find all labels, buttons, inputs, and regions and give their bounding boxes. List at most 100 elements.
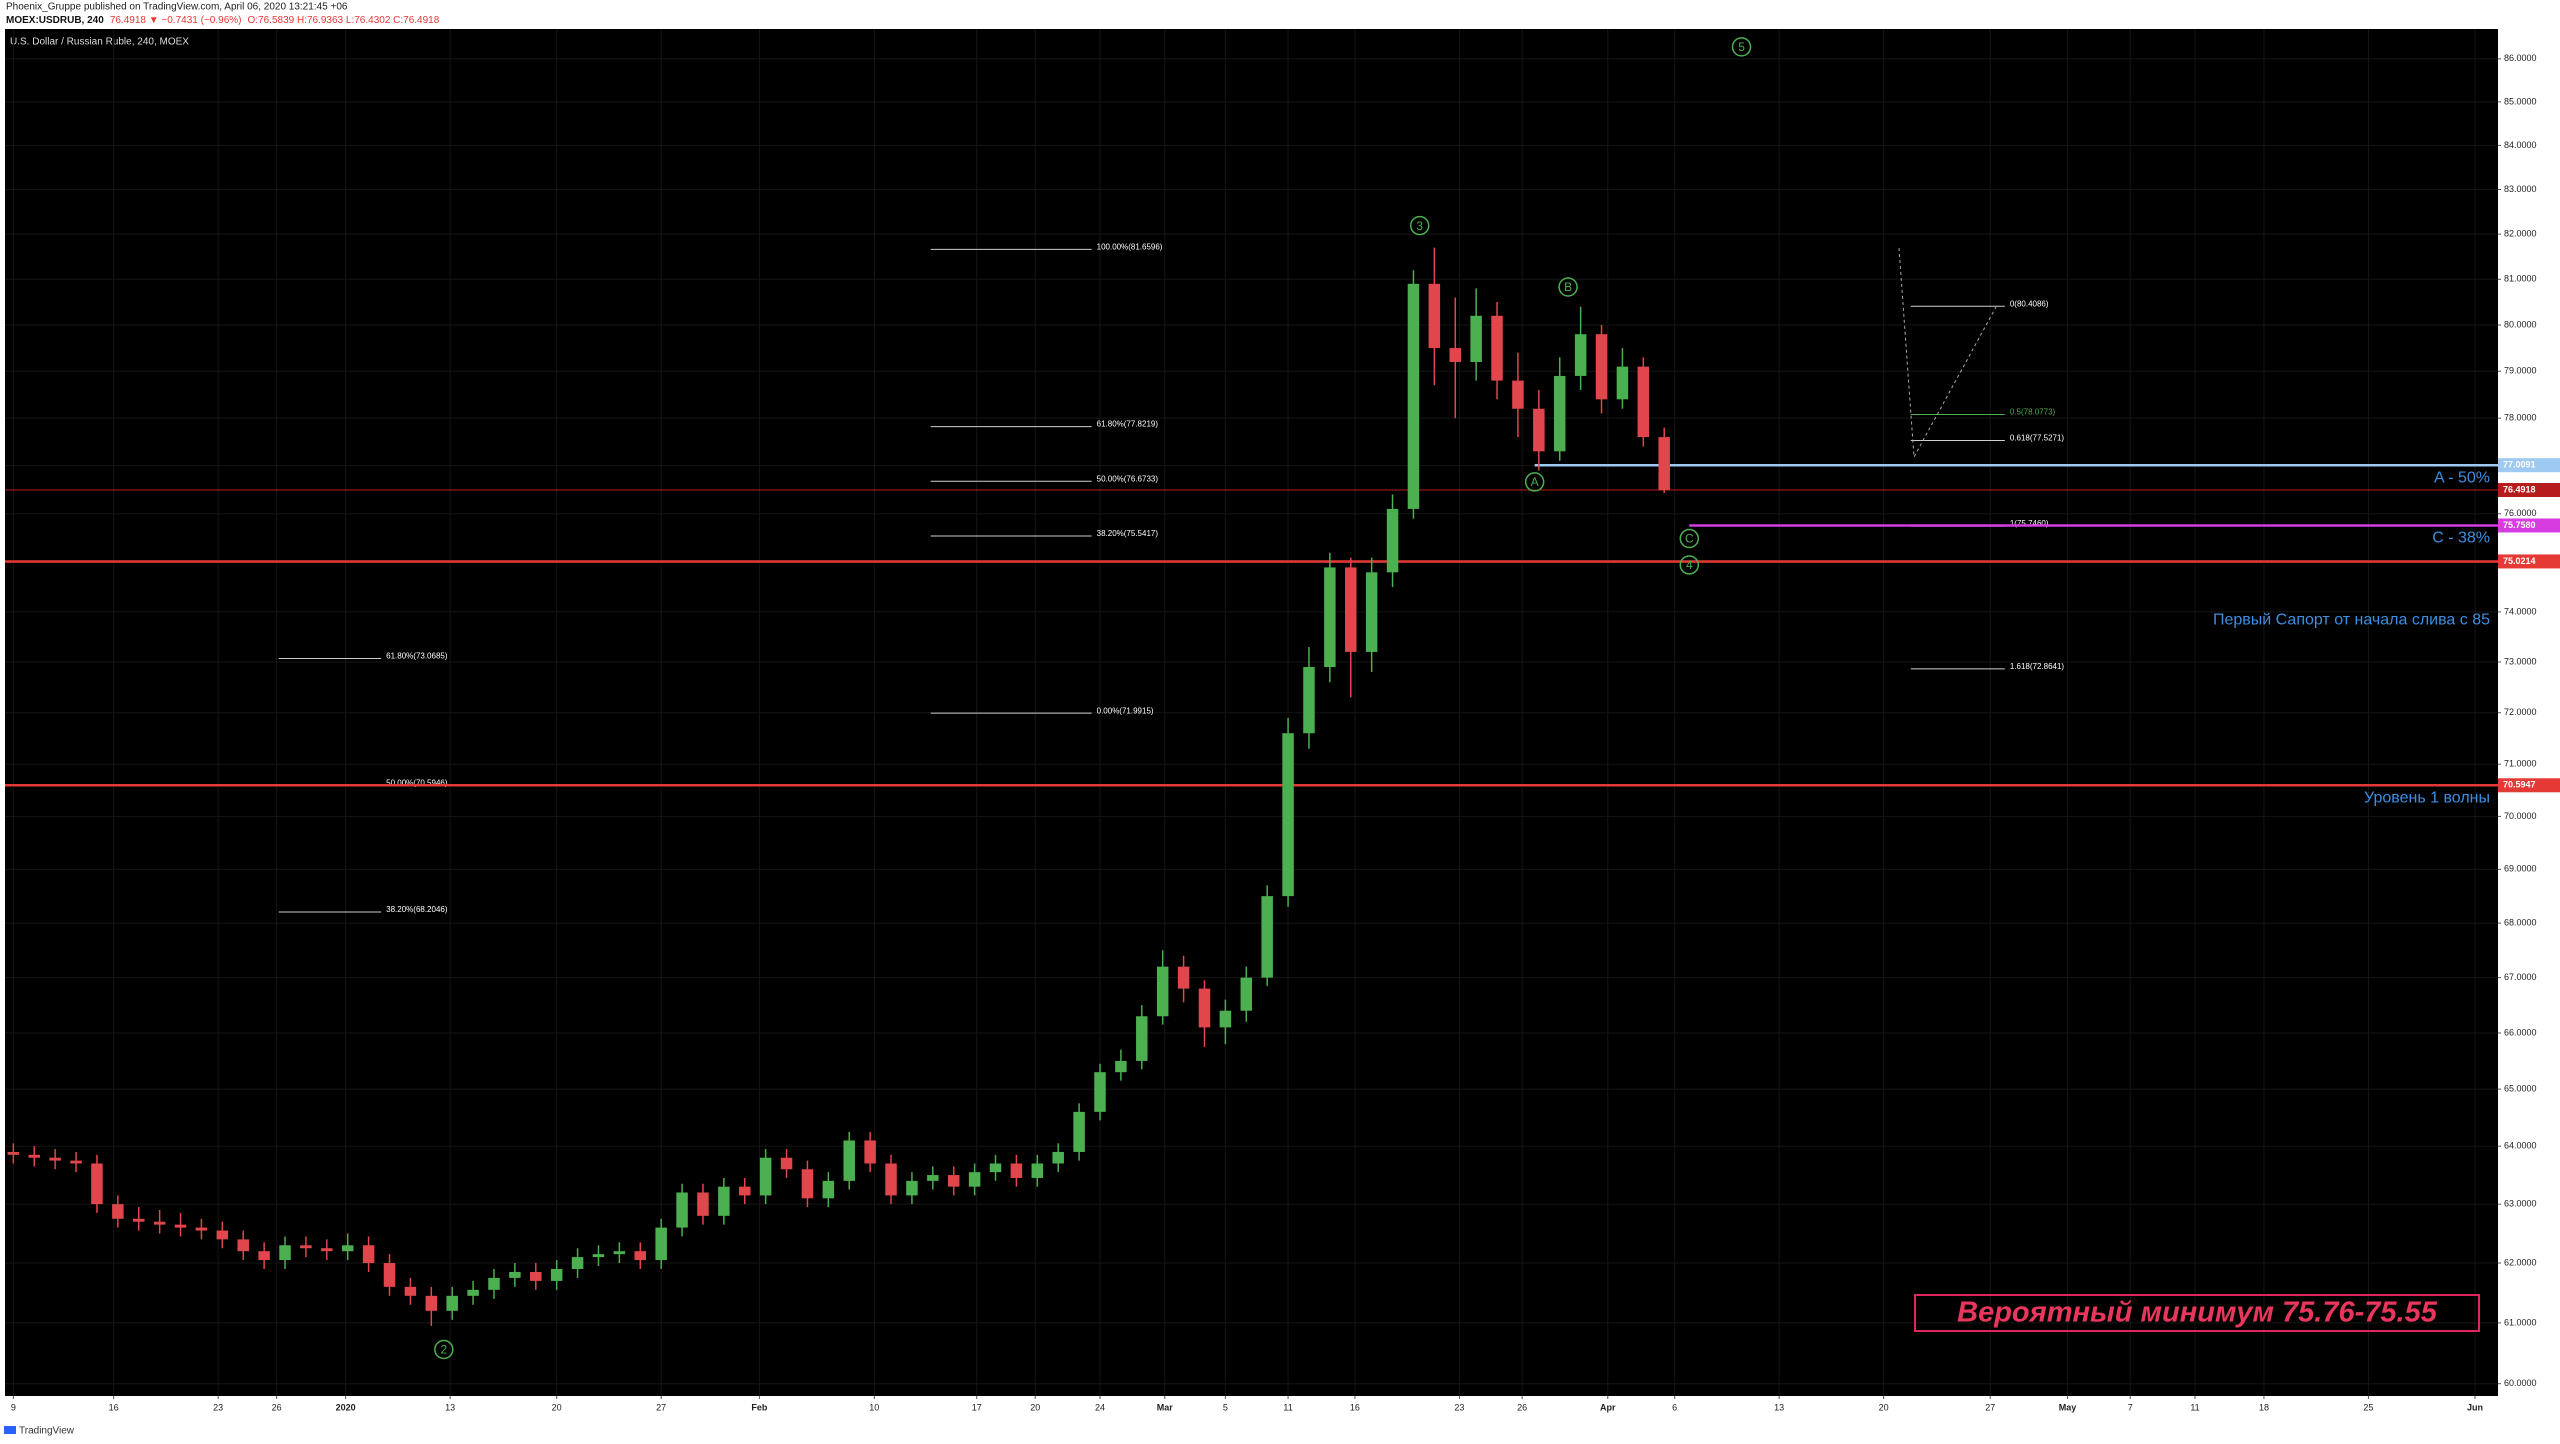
candle-body: [676, 1192, 688, 1228]
candle-body: [174, 1224, 187, 1228]
candle-body: [49, 1157, 61, 1161]
candle-body: [550, 1268, 563, 1281]
wave-label: A: [1531, 475, 1539, 489]
fib-label: 38.20%(75.5417): [1097, 529, 1159, 538]
x-tick-label: 10: [869, 1402, 879, 1412]
candle-body: [968, 1172, 981, 1187]
candle-body: [1533, 408, 1545, 452]
x-tick-label: 26: [1517, 1402, 1527, 1412]
level-text: A - 50%: [2434, 469, 2490, 486]
wave-circle: [1409, 215, 1430, 236]
candle-body: [279, 1245, 291, 1261]
y-tick-label: 64.0000: [2504, 1141, 2537, 1151]
annotation: Вероятный минимум 75.76-75.55: [1957, 1297, 2438, 1329]
x-tick-label: 11: [2190, 1402, 2199, 1412]
candle-body: [321, 1248, 333, 1252]
candle-body: [1031, 1163, 1044, 1178]
level-text: C - 38%: [2432, 530, 2490, 547]
x-tick-label: 23: [1454, 1402, 1464, 1412]
candle-body: [634, 1251, 647, 1261]
candle-body: [509, 1271, 521, 1278]
x-tick-label: 20: [1879, 1402, 1889, 1412]
fib-label: 61.80%(77.8219): [1097, 420, 1159, 429]
x-tick-label: Jun: [2467, 1402, 2483, 1412]
candle-body: [697, 1192, 709, 1216]
candle-body: [843, 1140, 855, 1181]
wave-label: C: [1685, 532, 1694, 546]
y-tick-label: 70.0000: [2504, 811, 2537, 821]
candle-body: [1198, 988, 1211, 1028]
y-tick-label: 85.0000: [2504, 96, 2537, 106]
fib-label: 0.5(78.0773): [2010, 408, 2056, 417]
wave-circle: [1558, 277, 1578, 297]
y-tick-label: 67.0000: [2504, 972, 2537, 982]
price-label-box: [2498, 458, 2560, 473]
candle-body: [1512, 380, 1524, 409]
x-tick-label: 13: [445, 1402, 455, 1412]
y-tick-label: 72.0000: [2504, 707, 2537, 717]
candle-body: [91, 1163, 103, 1205]
candle-body: [1156, 966, 1169, 1017]
x-tick-label: 20: [552, 1402, 562, 1412]
candle-body: [112, 1204, 124, 1219]
x-tick-label: 16: [109, 1402, 119, 1412]
y-tick-label: 61.0000: [2504, 1317, 2537, 1327]
candle-body: [153, 1221, 166, 1225]
wave-circle: [1731, 37, 1752, 57]
fib-label: 0.00%(71.9915): [1097, 706, 1154, 715]
candle-body: [425, 1295, 438, 1311]
y-tick-label: 73.0000: [2504, 656, 2537, 666]
candle-body: [1365, 572, 1378, 652]
candle-body: [467, 1289, 479, 1296]
y-tick-label: 84.0000: [2504, 140, 2537, 150]
x-tick-label: 27: [656, 1402, 666, 1412]
wave-label: 4: [1686, 558, 1693, 572]
x-tick-label: 27: [1985, 1402, 1995, 1412]
candle-body: [1094, 1072, 1106, 1112]
y-tick-label: 66.0000: [2504, 1027, 2537, 1037]
candle-body: [446, 1295, 458, 1311]
candle-body: [195, 1227, 208, 1231]
x-tick-label: 25: [2363, 1402, 2373, 1412]
y-tick-label: 81.0000: [2504, 274, 2537, 284]
annotation-box: [1914, 1294, 2480, 1332]
x-tick-label: 5: [1223, 1402, 1228, 1412]
wave-circle: [434, 1339, 454, 1360]
x-tick-label: 11: [1283, 1402, 1292, 1412]
x-tick-label: 17: [972, 1402, 982, 1412]
ohlc: O:76.5839 H:76.9363 L:76.4302 C:76.4918: [247, 15, 439, 26]
candle-body: [341, 1245, 354, 1252]
candle-body: [1616, 366, 1629, 400]
wave-circle: [1524, 472, 1545, 492]
y-tick-label: 79.0000: [2504, 366, 2537, 376]
candle-body: [1261, 896, 1273, 978]
candle-body: [989, 1163, 1002, 1173]
wave-circle: [1679, 555, 1700, 575]
y-tick-label: 86.0000: [2504, 53, 2537, 63]
price-label-box: [2498, 554, 2560, 569]
candle-body: [1010, 1163, 1023, 1178]
publisher: Phoenix_Gruppe published on TradingView.…: [6, 2, 348, 13]
candle-body: [1491, 315, 1503, 381]
price-label-box: [2498, 778, 2560, 793]
candle-body: [28, 1154, 41, 1158]
candle-body: [1282, 733, 1294, 897]
candle-body: [864, 1140, 876, 1164]
candle-body: [571, 1257, 584, 1269]
candle-body: [258, 1251, 270, 1261]
candle-body: [1470, 315, 1482, 362]
y-tick-label: 82.0000: [2504, 228, 2537, 238]
footer-logo: [4, 1426, 16, 1434]
price-label-box: [2498, 518, 2560, 533]
x-tick-label: 24: [1095, 1402, 1105, 1412]
candle-body: [1595, 334, 1608, 400]
y-tick-label: 78.0000: [2504, 413, 2537, 423]
y-tick-label: 65.0000: [2504, 1084, 2537, 1094]
candle-body: [739, 1186, 751, 1196]
candle-body: [1052, 1151, 1064, 1164]
candle-body: [1240, 977, 1253, 1011]
fib-label: 50.00%(70.5946): [386, 778, 448, 787]
candle-body: [1177, 966, 1190, 989]
x-tick-label: 9: [11, 1402, 16, 1412]
